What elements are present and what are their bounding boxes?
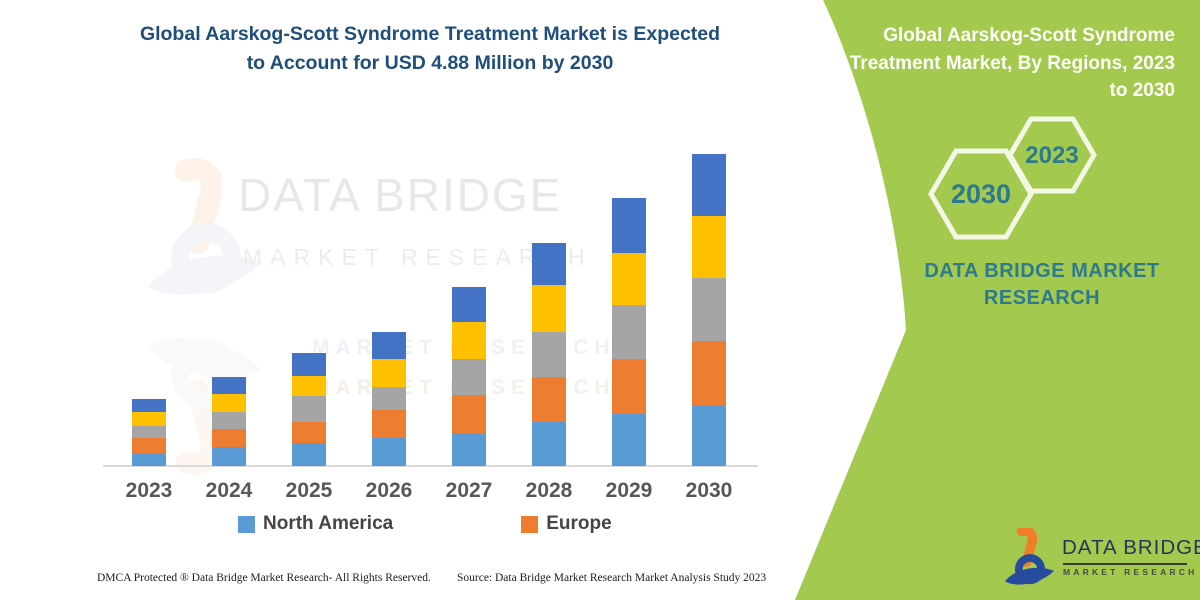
legend-item-north-america: North America — [238, 513, 393, 535]
chart-title: Global Aarskog-Scott Syndrome Treatment … — [95, 20, 765, 79]
panel-brand-text: DATA BRIDGE MARKET RESEARCH — [912, 258, 1172, 312]
watermark-dbmr-logo-icon — [148, 158, 262, 295]
watermark-dbmr-logo-reflection-icon — [148, 338, 262, 475]
legend-label: Europe — [546, 513, 612, 534]
chart-title-line2: to Account for USD 4.88 Million by 2030 — [246, 52, 614, 75]
watermark-echo-line2: MARKET RESEARCH — [312, 376, 616, 399]
panel-brand-line1: DATA BRIDGE MARKET — [924, 260, 1160, 282]
hexagon-years-graphic: 2030 2023 — [928, 116, 1097, 240]
hexagon-2023 — [1007, 116, 1097, 194]
panel-heading-line3: to 2030 — [1109, 80, 1175, 102]
watermark-echo-line1: MARKET RESEARCH — [312, 336, 616, 359]
footer-dmca-text: DMCA Protected ® Data Bridge Market Rese… — [97, 572, 431, 584]
dbmr-logo-divider — [1063, 563, 1187, 565]
chart-title-line1: Global Aarskog-Scott Syndrome Treatment … — [139, 23, 721, 45]
watermark-text-data-bridge: DATA BRIDGE — [238, 169, 563, 221]
legend-swatch-icon — [238, 515, 255, 533]
legend-swatch-icon — [521, 515, 539, 533]
panel-heading: Global Aarskog-Scott Syndrome Treatment … — [815, 22, 1175, 105]
footer-source-text: Source: Data Bridge Market Research Mark… — [457, 572, 767, 584]
hexagon-2023-label: 2023 — [1025, 142, 1078, 169]
legend-label: North America — [263, 513, 394, 534]
dbmr-logo: DATA BRIDGE MARKET RESEARCH — [1000, 522, 1200, 592]
legend: North America Europe — [238, 513, 612, 535]
legend-item-europe: Europe — [521, 513, 612, 535]
watermark-text-market-research: MARKET RESEARCH — [243, 244, 593, 270]
hexagon-2030 — [928, 148, 1034, 240]
hexagon-2030-label: 2030 — [951, 179, 1011, 209]
dbmr-logo-subtext: MARKET RESEARCH — [1063, 567, 1198, 577]
dbmr-logo-wordmark: DATA BRIDGE — [1062, 536, 1200, 559]
panel-brand-line2: RESEARCH — [983, 287, 1101, 309]
panel-heading-line1: Global Aarskog-Scott Syndrome — [883, 25, 1175, 46]
panel-heading-line2: Treatment Market, By Regions, 2023 — [849, 52, 1175, 74]
dbmr-logo-icon — [1005, 528, 1054, 585]
